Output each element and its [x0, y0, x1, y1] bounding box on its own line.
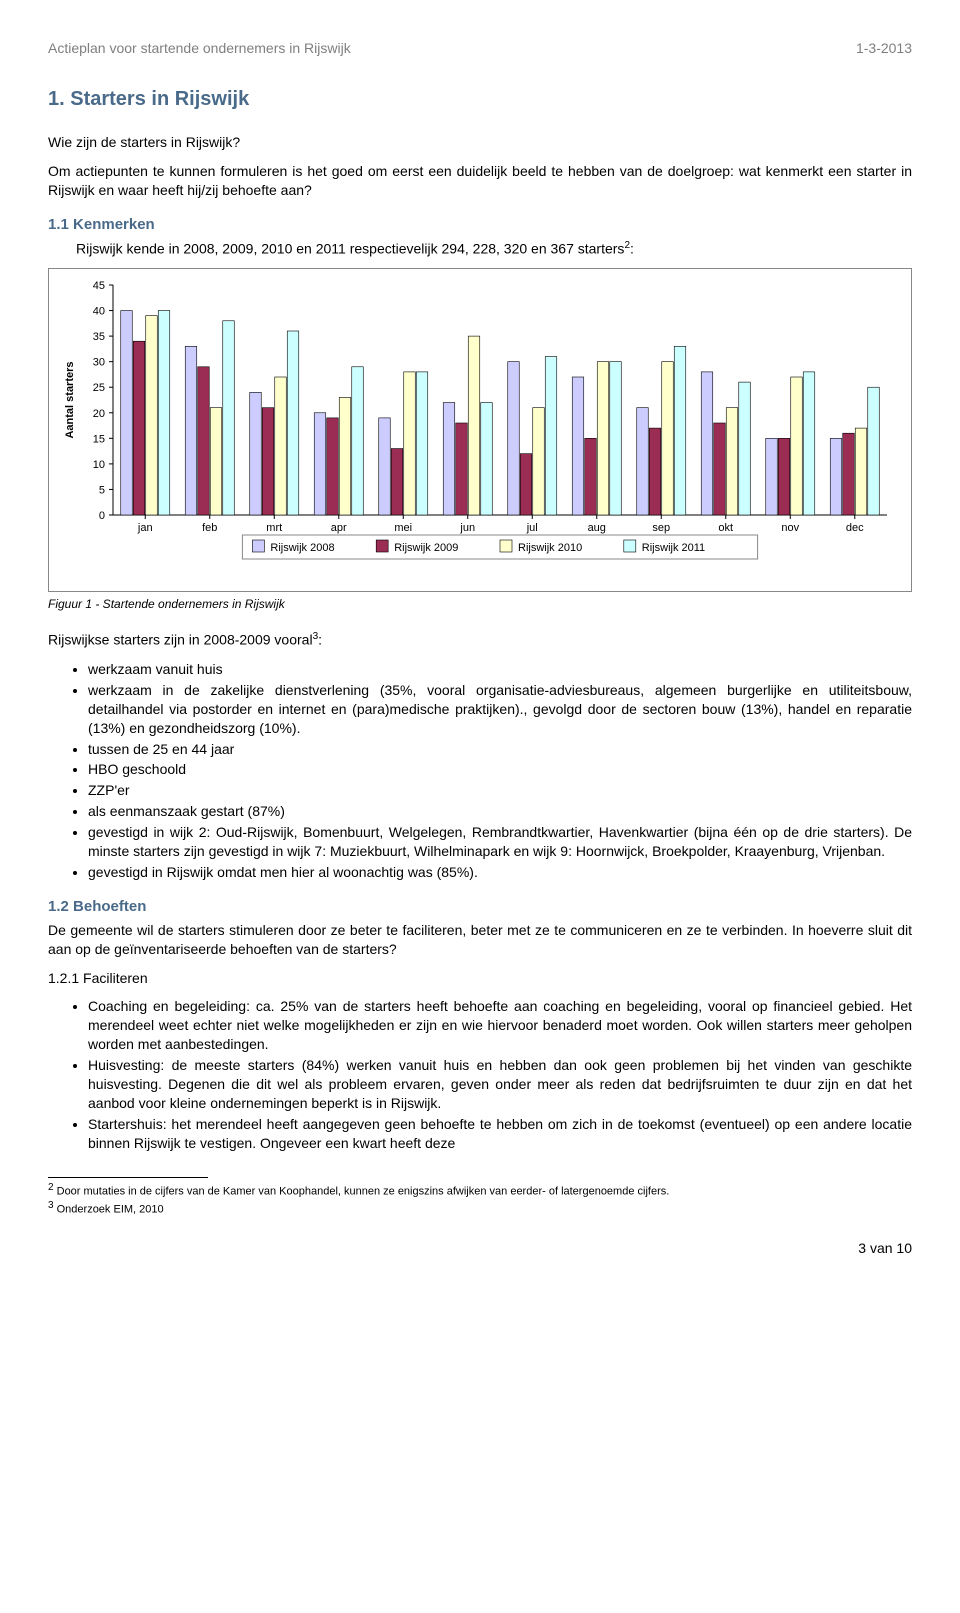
subsubsection-faciliteren: 1.2.1 Faciliteren — [48, 969, 912, 988]
list-item: HBO geschoold — [88, 760, 912, 779]
svg-text:dec: dec — [846, 522, 864, 534]
svg-text:45: 45 — [93, 280, 105, 292]
header-title: Actieplan voor startende ondernemers in … — [48, 40, 351, 56]
chart-container: 0 5 10 15 20 25 30 35 40 45 Aantal starters jan feb m… — [48, 268, 912, 592]
svg-text:apr: apr — [331, 522, 347, 534]
svg-text:0: 0 — [99, 510, 105, 522]
svg-text:Rijswijk 2010: Rijswijk 2010 — [518, 542, 582, 554]
subsection-behoeften: 1.2 Behoeften — [48, 898, 912, 915]
svg-text:jul: jul — [526, 522, 538, 534]
footnote-3: 3 Onderzoek EIM, 2010 — [48, 1199, 912, 1217]
list-item: Huisvesting: de meeste starters (84%) we… — [88, 1056, 912, 1113]
svg-text:nov: nov — [781, 522, 799, 534]
header-date: 1-3-2013 — [856, 40, 912, 56]
svg-text:40: 40 — [93, 306, 105, 318]
list-item: werkzaam vanuit huis — [88, 660, 912, 679]
footnote-2: 2 Door mutaties in de cijfers van de Kam… — [48, 1181, 912, 1199]
behoeften-paragraph: De gemeente wil de starters stimuleren d… — [48, 921, 912, 959]
svg-text:jun: jun — [459, 522, 475, 534]
bullet-list-1: werkzaam vanuit huis werkzaam in de zakel… — [48, 660, 912, 882]
after-chart-text: Rijswijkse starters zijn in 2008-2009 vo… — [48, 630, 912, 650]
bar-chart: 0 5 10 15 20 25 30 35 40 45 Aantal starters jan feb m… — [55, 277, 901, 587]
svg-text:Rijswijk 2008: Rijswijk 2008 — [270, 542, 334, 554]
section-heading: 1. Starters in Rijswijk — [48, 88, 912, 111]
svg-text:Rijswijk 2009: Rijswijk 2009 — [394, 542, 458, 554]
list-item: Coaching en begeleiding: ca. 25% van de … — [88, 997, 912, 1054]
svg-text:sep: sep — [652, 522, 670, 534]
list-item: gevestigd in wijk 2: Oud-Rijswijk, Bomen… — [88, 823, 912, 861]
figure-caption: Figuur 1 - Startende ondernemers in Rijs… — [48, 596, 912, 612]
svg-text:mei: mei — [394, 522, 412, 534]
svg-text:mrt: mrt — [266, 522, 282, 534]
intro-question: Wie zijn de starters in Rijswijk? — [48, 133, 912, 152]
subsection-kenmerken: 1.1 Kenmerken — [48, 216, 912, 233]
intro-paragraph: Om actiepunten te kunnen formuleren is h… — [48, 162, 912, 200]
svg-text:Aantal starters: Aantal starters — [64, 362, 76, 439]
svg-text:Rijswijk 2011: Rijswijk 2011 — [642, 542, 705, 554]
svg-text:30: 30 — [93, 357, 105, 369]
svg-text:25: 25 — [93, 382, 105, 394]
svg-text:10: 10 — [93, 459, 105, 471]
kenmerken-paragraph: Rijswijk kende in 2008, 2009, 2010 en 20… — [48, 239, 912, 259]
list-item: werkzaam in de zakelijke dienstverlening… — [88, 681, 912, 738]
page-number: 3 van 10 — [48, 1240, 912, 1256]
footnote-rule — [48, 1177, 208, 1178]
list-item: tussen de 25 en 44 jaar — [88, 740, 912, 759]
page-header: Actieplan voor startende ondernemers in … — [48, 40, 912, 56]
bullet-list-2: Coaching en begeleiding: ca. 25% van de … — [48, 997, 912, 1152]
svg-text:feb: feb — [202, 522, 217, 534]
list-item: ZZP'er — [88, 781, 912, 800]
svg-text:5: 5 — [99, 485, 105, 497]
svg-text:okt: okt — [718, 522, 733, 534]
list-item: als eenmanszaak gestart (87%) — [88, 802, 912, 821]
svg-text:20: 20 — [93, 408, 105, 420]
svg-text:35: 35 — [93, 331, 105, 343]
list-item: gevestigd in Rijswijk omdat men hier al … — [88, 863, 912, 882]
list-item: Startershuis: het merendeel heeft aangeg… — [88, 1115, 912, 1153]
svg-text:aug: aug — [588, 522, 606, 534]
svg-text:jan: jan — [137, 522, 153, 534]
svg-text:15: 15 — [93, 434, 105, 446]
